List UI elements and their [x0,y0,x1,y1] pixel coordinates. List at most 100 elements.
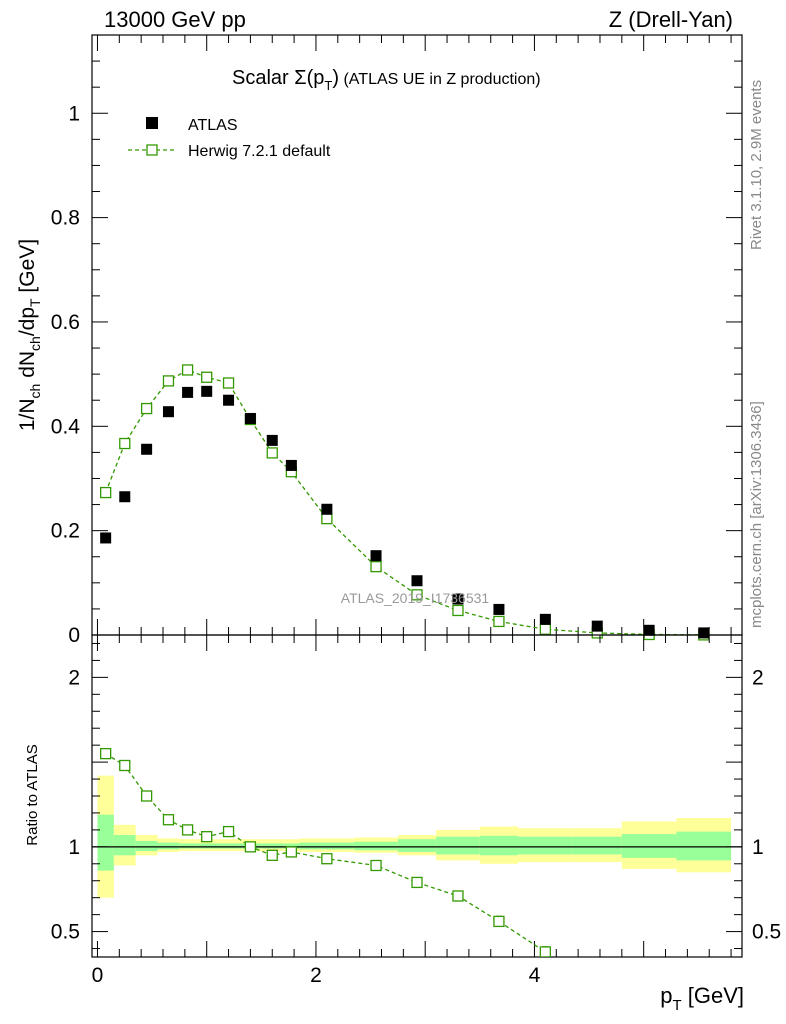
band-green-bin [572,836,622,855]
atlas-point [452,593,464,605]
atlas-point [100,532,112,544]
band-green-bin [518,836,573,855]
band-green-bin [157,842,180,850]
ratio-axis-ticks: 0 2 4 0.5 0.5 1 1 2 2 [51,635,781,987]
herwig-point [162,375,175,387]
herwig-point [321,513,333,525]
atlas-point [285,459,297,471]
band-green-bin [397,839,437,852]
atlas-point [201,385,213,397]
band-green-bin [179,843,196,849]
atlas-point [141,443,153,455]
ratio-point [119,759,131,772]
band-green-bin [479,835,519,856]
ratio-series-layer [100,747,552,957]
header-left-label: 13000 GeV pp [104,7,246,32]
band-green-bin [283,843,300,849]
main-y-tick-label: 0.6 [51,311,80,334]
chart-title-prefix: Scalar [232,67,294,89]
ratio-point [222,825,235,838]
analysis-watermark: ATLAS_2019_I1736531 [341,590,490,606]
main-y-tick-label: 0.8 [51,207,80,230]
herwig-point [411,589,423,601]
atlas-point [162,406,174,418]
ratio-ylabel: Ratio to ATLAS [24,744,41,845]
ratio-point [181,824,194,836]
band-green-bin [113,834,136,856]
legend-marker-atlas [146,117,158,129]
ratio-uncertainty-bands [92,775,742,898]
chart-title-sub: T [324,78,332,93]
atlas-point [493,603,505,615]
ratio-y-tick-label-left: 2 [68,666,80,689]
atlas-point [266,434,278,446]
herwig-point [222,377,235,389]
svg-text:1/Nch dNch/dpT [GeV]: 1/Nch dNch/dpT [GeV] [16,239,43,431]
atlas-point [182,386,194,398]
ratio-point [162,814,175,826]
x-tick-label: 2 [310,964,322,987]
x-tick-label: 4 [529,964,541,987]
legend: ATLAS Herwig 7.2.1 default [128,117,331,160]
legend-label-atlas: ATLAS [188,117,238,134]
main-ylabel: 1/Nch dNch/dpT [GeV] [16,239,43,431]
legend-label-herwig: Herwig 7.2.1 default [188,143,331,160]
atlas-point [321,503,333,515]
rivet-side-label: Rivet 3.1.10, 2.9M events [748,80,765,250]
ratio-y-tick-label-right: 0.5 [752,921,781,944]
band-green-bin [354,841,398,851]
ratio-y-tick-label-right: 2 [752,666,764,689]
band-green-bin [676,831,732,861]
herwig-point [370,561,382,573]
band-green-bin [436,836,480,855]
main-y-tick-label: 0 [68,624,80,647]
x-axis-label: pT [GeV] [660,983,744,1014]
ratio-point [493,915,505,928]
band-green-bin [261,843,284,849]
ratio-point [452,890,464,902]
ratio-y-tick-label-left: 0.5 [51,921,80,944]
chart-title-note: (ATLAS UE in Z production) [339,71,541,88]
x-tick-label: 0 [92,964,104,987]
herwig-point [140,402,153,415]
atlas-point [698,627,710,639]
ratio-point [140,790,153,802]
ratio-y-tick-label-left: 1 [68,836,80,859]
band-green-bin [299,842,355,850]
band-green-bin [135,840,158,852]
atlas-point [411,575,423,587]
band-green-bin [195,843,218,849]
atlas-point [223,394,235,406]
herwig-point [266,447,278,459]
header-right-label: Z (Drell-Yan) [609,7,733,32]
atlas-point [539,613,551,625]
chart-title-suffix: ) [332,67,339,89]
herwig-point [539,623,552,635]
main-y-tick-label: 0.4 [51,415,81,438]
ratio-point [411,876,423,889]
chart-title-sigma: Σ(p [294,67,324,89]
herwig-point [452,604,464,617]
band-green-bin [217,843,240,849]
ratio-y-tick-label-right: 1 [752,836,764,859]
main-series-layer [100,364,710,641]
band-green-bin [621,834,677,858]
ratio-point [539,946,552,957]
atlas-point [591,620,603,632]
chart-title: Scalar Σ(pT) (ATLAS UE in Z production) [232,67,541,93]
ratio-point [100,747,112,760]
band-green-bin [97,814,114,871]
ratio-point [266,849,278,861]
herwig-point [201,371,213,383]
atlas-point [370,550,382,562]
mcplots-side-label: mcplots.cern.ch [arXiv:1306.3436] [748,401,765,628]
atlas-point [244,412,256,424]
ratio-point [244,841,257,853]
ratio-point [370,859,382,872]
herwig-point [119,437,131,450]
legend-marker-herwig [146,144,158,156]
ratio-point [285,846,298,858]
herwig-point [181,364,194,376]
herwig-point [100,486,112,499]
